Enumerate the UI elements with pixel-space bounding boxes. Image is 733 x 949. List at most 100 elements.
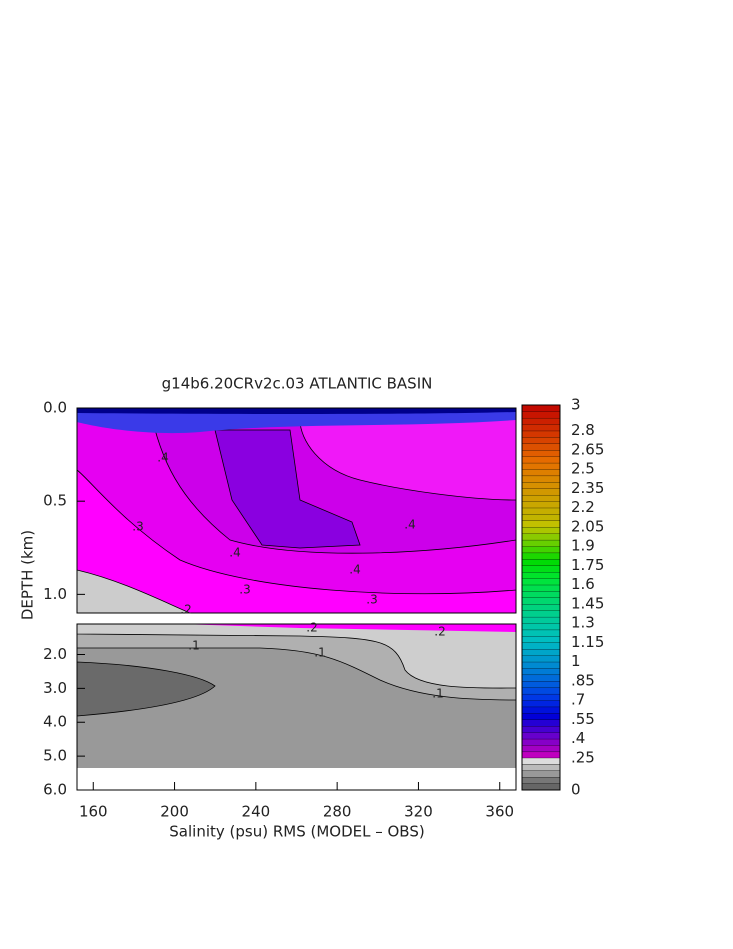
colorbar-swatch [521, 417, 561, 425]
x-tick-label: 360 [485, 803, 514, 821]
colorbar-swatch [521, 456, 561, 464]
contour-label: .2 [434, 625, 445, 639]
colorbar-swatch [521, 770, 561, 778]
upper-frame [76, 407, 517, 614]
chart-title: g14b6.20CRv2c.03 ATLANTIC BASIN [162, 375, 433, 393]
colorbar-swatch [521, 648, 561, 656]
x-tick-label: 240 [242, 803, 271, 821]
colorbar-swatch [521, 764, 561, 771]
colorbar-swatch [521, 712, 561, 720]
x-axis-label: Salinity (psu) RMS (MODEL – OBS) [169, 823, 424, 841]
colorbar-swatch [521, 661, 561, 669]
colorbar-swatch [521, 616, 561, 624]
y-tick-label: 3.0 [43, 679, 67, 697]
colorbar-swatch [521, 443, 561, 451]
colorbar-swatch [521, 603, 561, 611]
colorbar-swatch [521, 475, 561, 483]
colorbar-swatch [521, 494, 561, 502]
contour-label: .1 [432, 687, 443, 701]
colorbar-swatch [521, 693, 561, 701]
colorbar-label: 1.15 [571, 633, 604, 651]
colorbar-swatch [521, 655, 561, 663]
lower-contour-field [76, 623, 517, 768]
colorbar-swatch [521, 629, 561, 637]
colorbar-swatch [521, 623, 561, 631]
colorbar-swatch [521, 597, 561, 605]
colorbar-label: 1.9 [571, 537, 595, 555]
contour-label: .4 [229, 546, 240, 560]
colorbar-swatch [521, 635, 561, 643]
colorbar-swatch [521, 469, 561, 477]
x-tick-label: 200 [160, 803, 189, 821]
colorbar-swatch [521, 719, 561, 727]
colorbar-swatch [521, 430, 561, 438]
colorbar-swatch [521, 687, 561, 695]
colorbar-swatch [521, 404, 561, 412]
colorbar-swatch [521, 558, 561, 566]
contour-label: .3 [239, 583, 250, 597]
contour-label: .3 [132, 520, 143, 534]
colorbar-swatch [521, 578, 561, 586]
x-tick-label: 280 [323, 803, 352, 821]
colorbar-swatch [521, 539, 561, 547]
contour-label: .2 [180, 603, 191, 617]
colorbar-swatch [521, 725, 561, 733]
colorbar-swatch [521, 745, 561, 753]
contour-label: .3 [366, 593, 377, 607]
y-tick-label: 0.0 [43, 399, 67, 417]
colorbar-swatch [521, 751, 561, 759]
colorbar-frame [521, 404, 561, 791]
colorbar-swatch [521, 488, 561, 496]
colorbar-label: 1 [571, 652, 581, 670]
colorbar-swatch [521, 436, 561, 444]
contour-label: .4 [404, 518, 415, 532]
colorbar-swatch [521, 552, 561, 560]
colorbar-label: 2.05 [571, 517, 604, 535]
colorbar-swatch [521, 732, 561, 740]
contour-label: .1 [314, 646, 325, 660]
y-tick-label: 1.0 [43, 585, 67, 603]
colorbar-swatch [521, 706, 561, 714]
colorbar-label: 1.3 [571, 614, 595, 632]
colorbar-swatch [521, 674, 561, 682]
colorbar-swatch [521, 590, 561, 598]
colorbar-label: .85 [571, 671, 595, 689]
colorbar-swatch [521, 667, 561, 676]
colorbar-swatch [521, 424, 561, 432]
colorbar-swatch [521, 411, 561, 419]
colorbar-label: 0 [571, 781, 581, 799]
colorbar-label: .4 [571, 729, 585, 747]
colorbar-label: .55 [571, 710, 595, 728]
colorbar-swatch [521, 571, 561, 579]
colorbar-swatch [521, 526, 561, 534]
y-tick-label: 6.0 [43, 781, 67, 799]
colorbar-label: 2.2 [571, 498, 595, 516]
colorbar-swatch [521, 546, 561, 554]
colorbar-swatch [521, 610, 561, 618]
x-tick-label: 160 [79, 803, 108, 821]
colorbar-swatch [521, 680, 561, 688]
colorbar-swatch [521, 533, 561, 541]
lower-frame [76, 623, 517, 791]
y-tick-label: 2.0 [43, 645, 67, 663]
y-tick-label: 5.0 [43, 747, 67, 765]
colorbar-swatch [521, 642, 561, 650]
colorbar-swatch [521, 565, 561, 573]
colorbar-label: 2.35 [571, 479, 604, 497]
colorbar-swatch [521, 777, 561, 784]
upper-contour-field [76, 407, 517, 614]
x-tick-label: 320 [404, 803, 433, 821]
contour-label: .2 [306, 621, 317, 635]
colorbar-swatch [521, 757, 561, 765]
colorbar-swatch [521, 738, 561, 746]
contour-label: .4 [157, 451, 168, 465]
colorbar-label: 1.75 [571, 556, 604, 574]
colorbar-label: .7 [571, 691, 585, 709]
colorbar-label: 2.65 [571, 440, 604, 458]
colorbar-label: 2.8 [571, 421, 595, 439]
y-tick-label: 4.0 [43, 713, 67, 731]
colorbar-label: 1.45 [571, 594, 604, 612]
colorbar-swatch [521, 783, 561, 791]
y-axis-label: DEPTH (km) [19, 530, 37, 620]
